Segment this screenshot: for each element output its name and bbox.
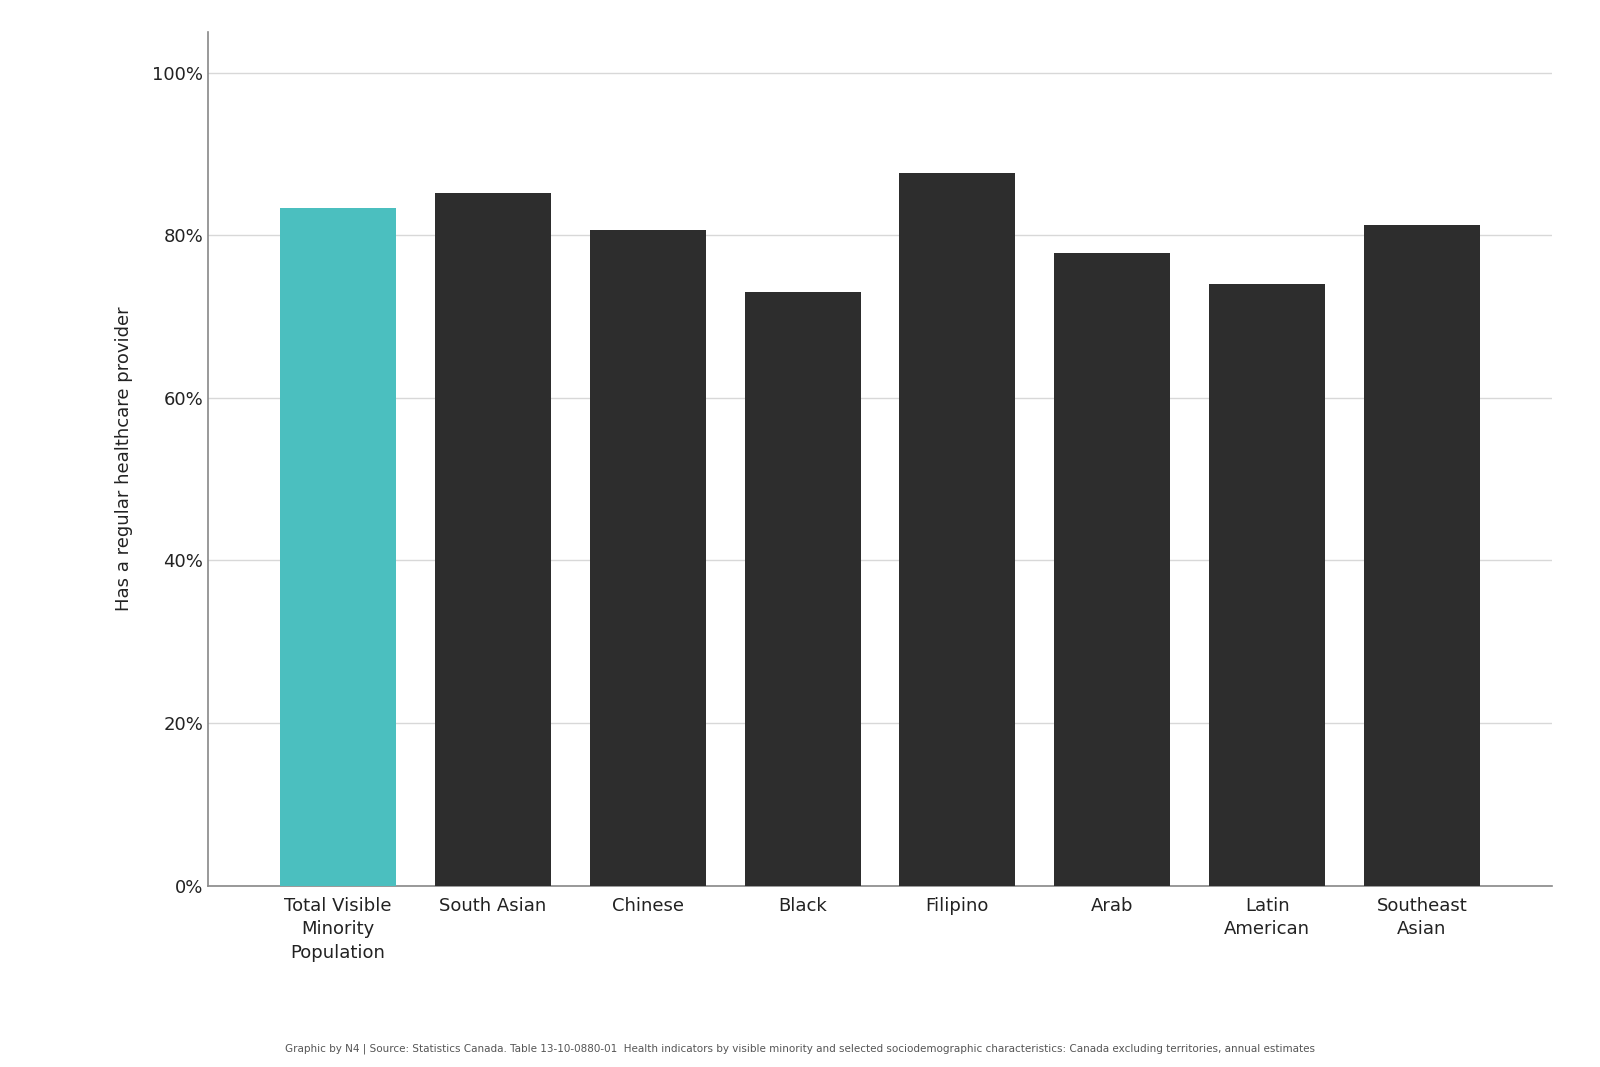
Y-axis label: Has a regular healthcare provider: Has a regular healthcare provider xyxy=(115,306,133,611)
Bar xyxy=(1054,253,1170,886)
Bar xyxy=(590,230,706,886)
Bar xyxy=(1210,284,1325,886)
Text: Graphic by N4 | Source: Statistics Canada. Table 13-10-0880-01  Health indicator: Graphic by N4 | Source: Statistics Canad… xyxy=(285,1044,1315,1054)
Bar xyxy=(435,193,550,886)
Bar xyxy=(744,292,861,886)
Bar xyxy=(280,208,397,886)
Bar xyxy=(1363,225,1480,886)
Bar xyxy=(899,174,1016,886)
